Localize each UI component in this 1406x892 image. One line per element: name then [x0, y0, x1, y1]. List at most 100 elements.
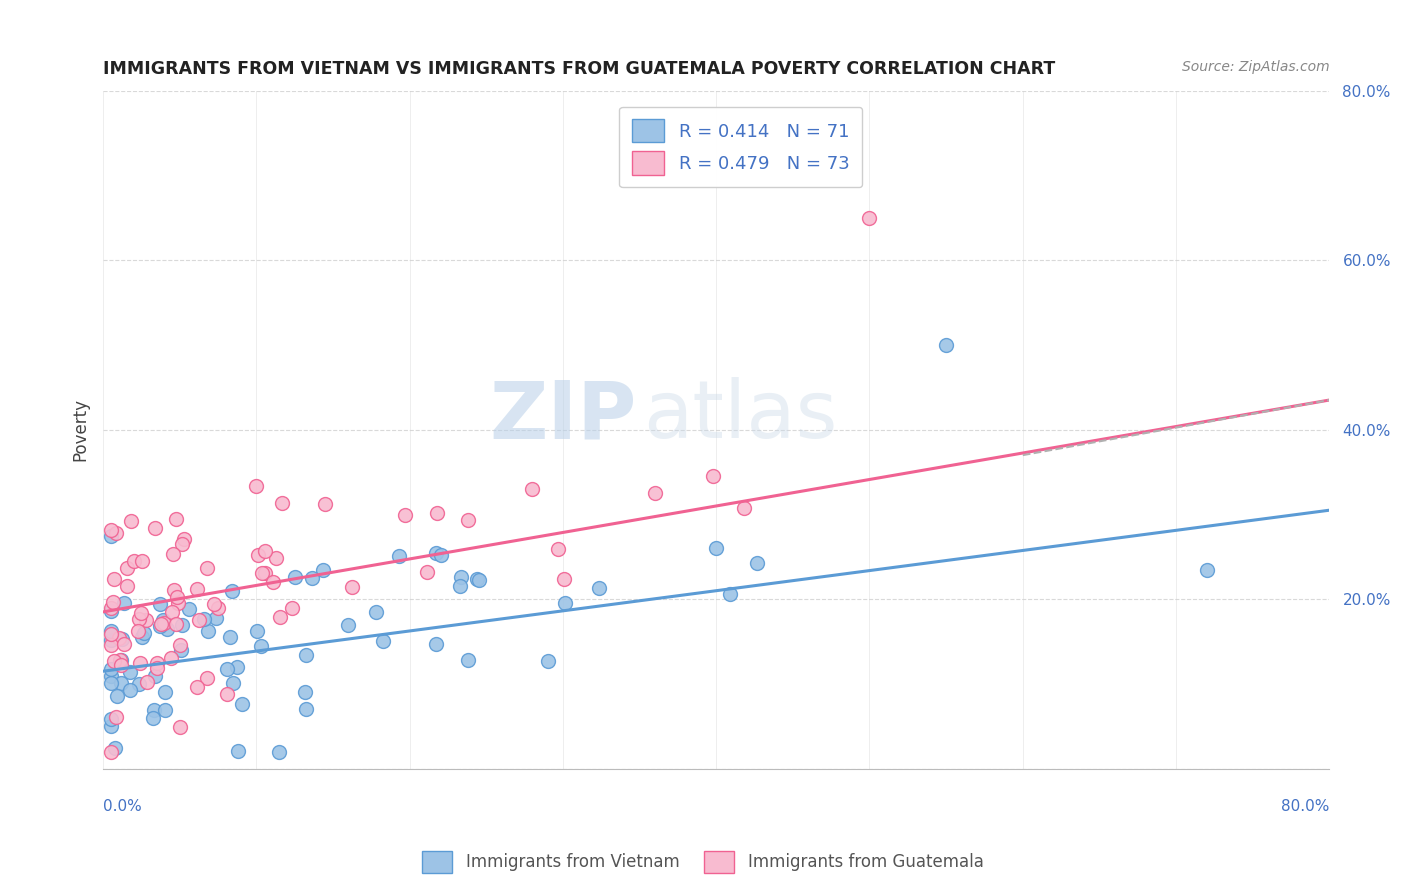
Point [733, 500, 755, 515]
Point [425, 546, 447, 560]
Point [100, 604, 122, 618]
Legend: R = 0.414   N = 71, R = 0.479   N = 73: R = 0.414 N = 71, R = 0.479 N = 73 [619, 106, 862, 187]
Point [294, 685, 316, 699]
Point [156, 622, 179, 636]
Point [170, 643, 193, 657]
Point [935, 338, 957, 352]
Point [702, 468, 724, 483]
Point [105, 689, 128, 703]
Point [195, 671, 218, 685]
Point [124, 554, 146, 568]
Point [218, 630, 240, 644]
Point [536, 654, 558, 668]
Point [135, 675, 157, 690]
Point [222, 675, 245, 690]
Point [165, 617, 187, 632]
Point [143, 520, 166, 534]
Legend: Immigrants from Vietnam, Immigrants from Guatemala: Immigrants from Vietnam, Immigrants from… [416, 845, 990, 880]
Point [128, 677, 150, 691]
Point [207, 600, 229, 615]
Point [197, 624, 219, 639]
Point [221, 583, 243, 598]
Point [100, 719, 122, 733]
Point [128, 656, 150, 670]
Text: atlas: atlas [643, 377, 837, 455]
Point [111, 632, 134, 646]
Point [112, 596, 135, 610]
Point [197, 561, 219, 575]
Point [105, 525, 128, 540]
Point [110, 676, 132, 690]
Point [100, 668, 122, 682]
Point [294, 702, 316, 716]
Y-axis label: Poverty: Poverty [72, 398, 89, 461]
Point [449, 579, 471, 593]
Point [718, 587, 741, 601]
Point [100, 712, 122, 726]
Point [416, 565, 439, 579]
Point [554, 596, 576, 610]
Point [204, 611, 226, 625]
Point [114, 637, 136, 651]
Point [388, 549, 411, 563]
Point [271, 496, 294, 510]
Point [145, 657, 167, 671]
Point [153, 703, 176, 717]
Point [231, 697, 253, 711]
Point [226, 744, 249, 758]
Point [644, 486, 666, 500]
Point [745, 556, 768, 570]
Point [152, 613, 174, 627]
Point [553, 572, 575, 586]
Point [159, 651, 181, 665]
Point [371, 633, 394, 648]
Point [172, 617, 194, 632]
Point [117, 579, 139, 593]
Point [394, 508, 416, 523]
Point [110, 653, 132, 667]
Point [215, 662, 238, 676]
Point [457, 653, 479, 667]
Point [246, 624, 269, 638]
Point [131, 554, 153, 568]
Point [186, 680, 208, 694]
Point [129, 606, 152, 620]
Point [100, 601, 122, 615]
Point [100, 632, 122, 647]
Point [426, 507, 449, 521]
Point [253, 566, 276, 580]
Point [246, 548, 269, 562]
Point [215, 687, 238, 701]
Point [128, 612, 150, 626]
Point [170, 537, 193, 551]
Point [115, 561, 138, 575]
Point [120, 665, 142, 680]
Point [142, 710, 165, 724]
Point [110, 658, 132, 673]
Point [143, 669, 166, 683]
Text: ZIP: ZIP [489, 377, 637, 455]
Point [143, 703, 166, 717]
Point [100, 745, 122, 759]
Point [450, 570, 472, 584]
Point [162, 548, 184, 562]
Point [340, 580, 363, 594]
Point [169, 720, 191, 734]
Point [149, 617, 172, 632]
Point [588, 581, 610, 595]
Point [100, 676, 122, 690]
Point [294, 648, 316, 662]
Point [186, 582, 208, 597]
Text: 80.0%: 80.0% [1281, 799, 1329, 814]
Point [167, 596, 190, 610]
Point [522, 482, 544, 496]
Point [166, 590, 188, 604]
Point [103, 594, 125, 608]
Point [100, 627, 122, 641]
Point [337, 618, 360, 632]
Point [135, 613, 157, 627]
Point [160, 606, 183, 620]
Point [103, 572, 125, 586]
Point [188, 613, 211, 627]
Text: Source: ZipAtlas.com: Source: ZipAtlas.com [1181, 60, 1329, 74]
